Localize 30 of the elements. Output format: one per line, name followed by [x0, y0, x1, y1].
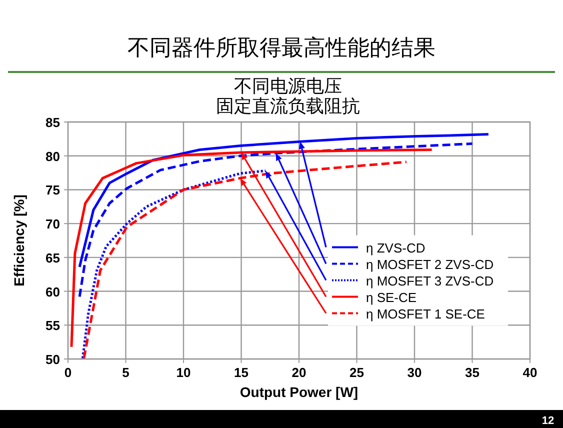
y-tick-label: 85 — [46, 115, 60, 130]
y-tick-label: 70 — [46, 216, 60, 232]
x-tick-label: 15 — [234, 365, 248, 380]
y-tick-label: 50 — [46, 352, 60, 367]
text: 固定直流负载阻抗 — [216, 96, 360, 116]
x-tick-label: 5 — [122, 365, 130, 380]
legend-label: η SE-CE — [366, 290, 417, 305]
legend-label: η MOSFET 3 ZVS-CD — [366, 273, 494, 288]
line-series — [81, 170, 267, 360]
legend-label: η ZVS-CD — [366, 240, 426, 256]
y-axis-title: Efficiency [%] — [11, 194, 27, 286]
x-tick-label: 25 — [350, 365, 364, 380]
chart-title: 不同器件所取得最高性能的结果 — [128, 35, 436, 60]
x-tick-label: 0 — [64, 365, 72, 380]
text: 不同电源电压 — [234, 76, 342, 96]
y-tick-label: 55 — [46, 318, 60, 334]
y-tick-label: 60 — [46, 284, 60, 300]
y-tick-label: 75 — [46, 182, 60, 198]
x-tick-label: 20 — [292, 365, 306, 380]
y-tick-label: 80 — [46, 148, 60, 164]
x-tick-label: 40 — [522, 365, 538, 380]
x-tick-label: 35 — [465, 365, 480, 380]
x-tick-label: 30 — [407, 365, 422, 380]
legend-label: η MOSFET 2 ZVS-CD — [366, 256, 494, 272]
x-tick-label: 10 — [176, 365, 191, 380]
legend-label: η MOSFET 1 SE-CE — [366, 306, 486, 322]
x-axis-title: Output Power [W] — [240, 384, 358, 400]
y-tick-label: 65 — [46, 250, 60, 266]
text: 12 — [542, 415, 554, 427]
line-series — [70, 148, 434, 348]
